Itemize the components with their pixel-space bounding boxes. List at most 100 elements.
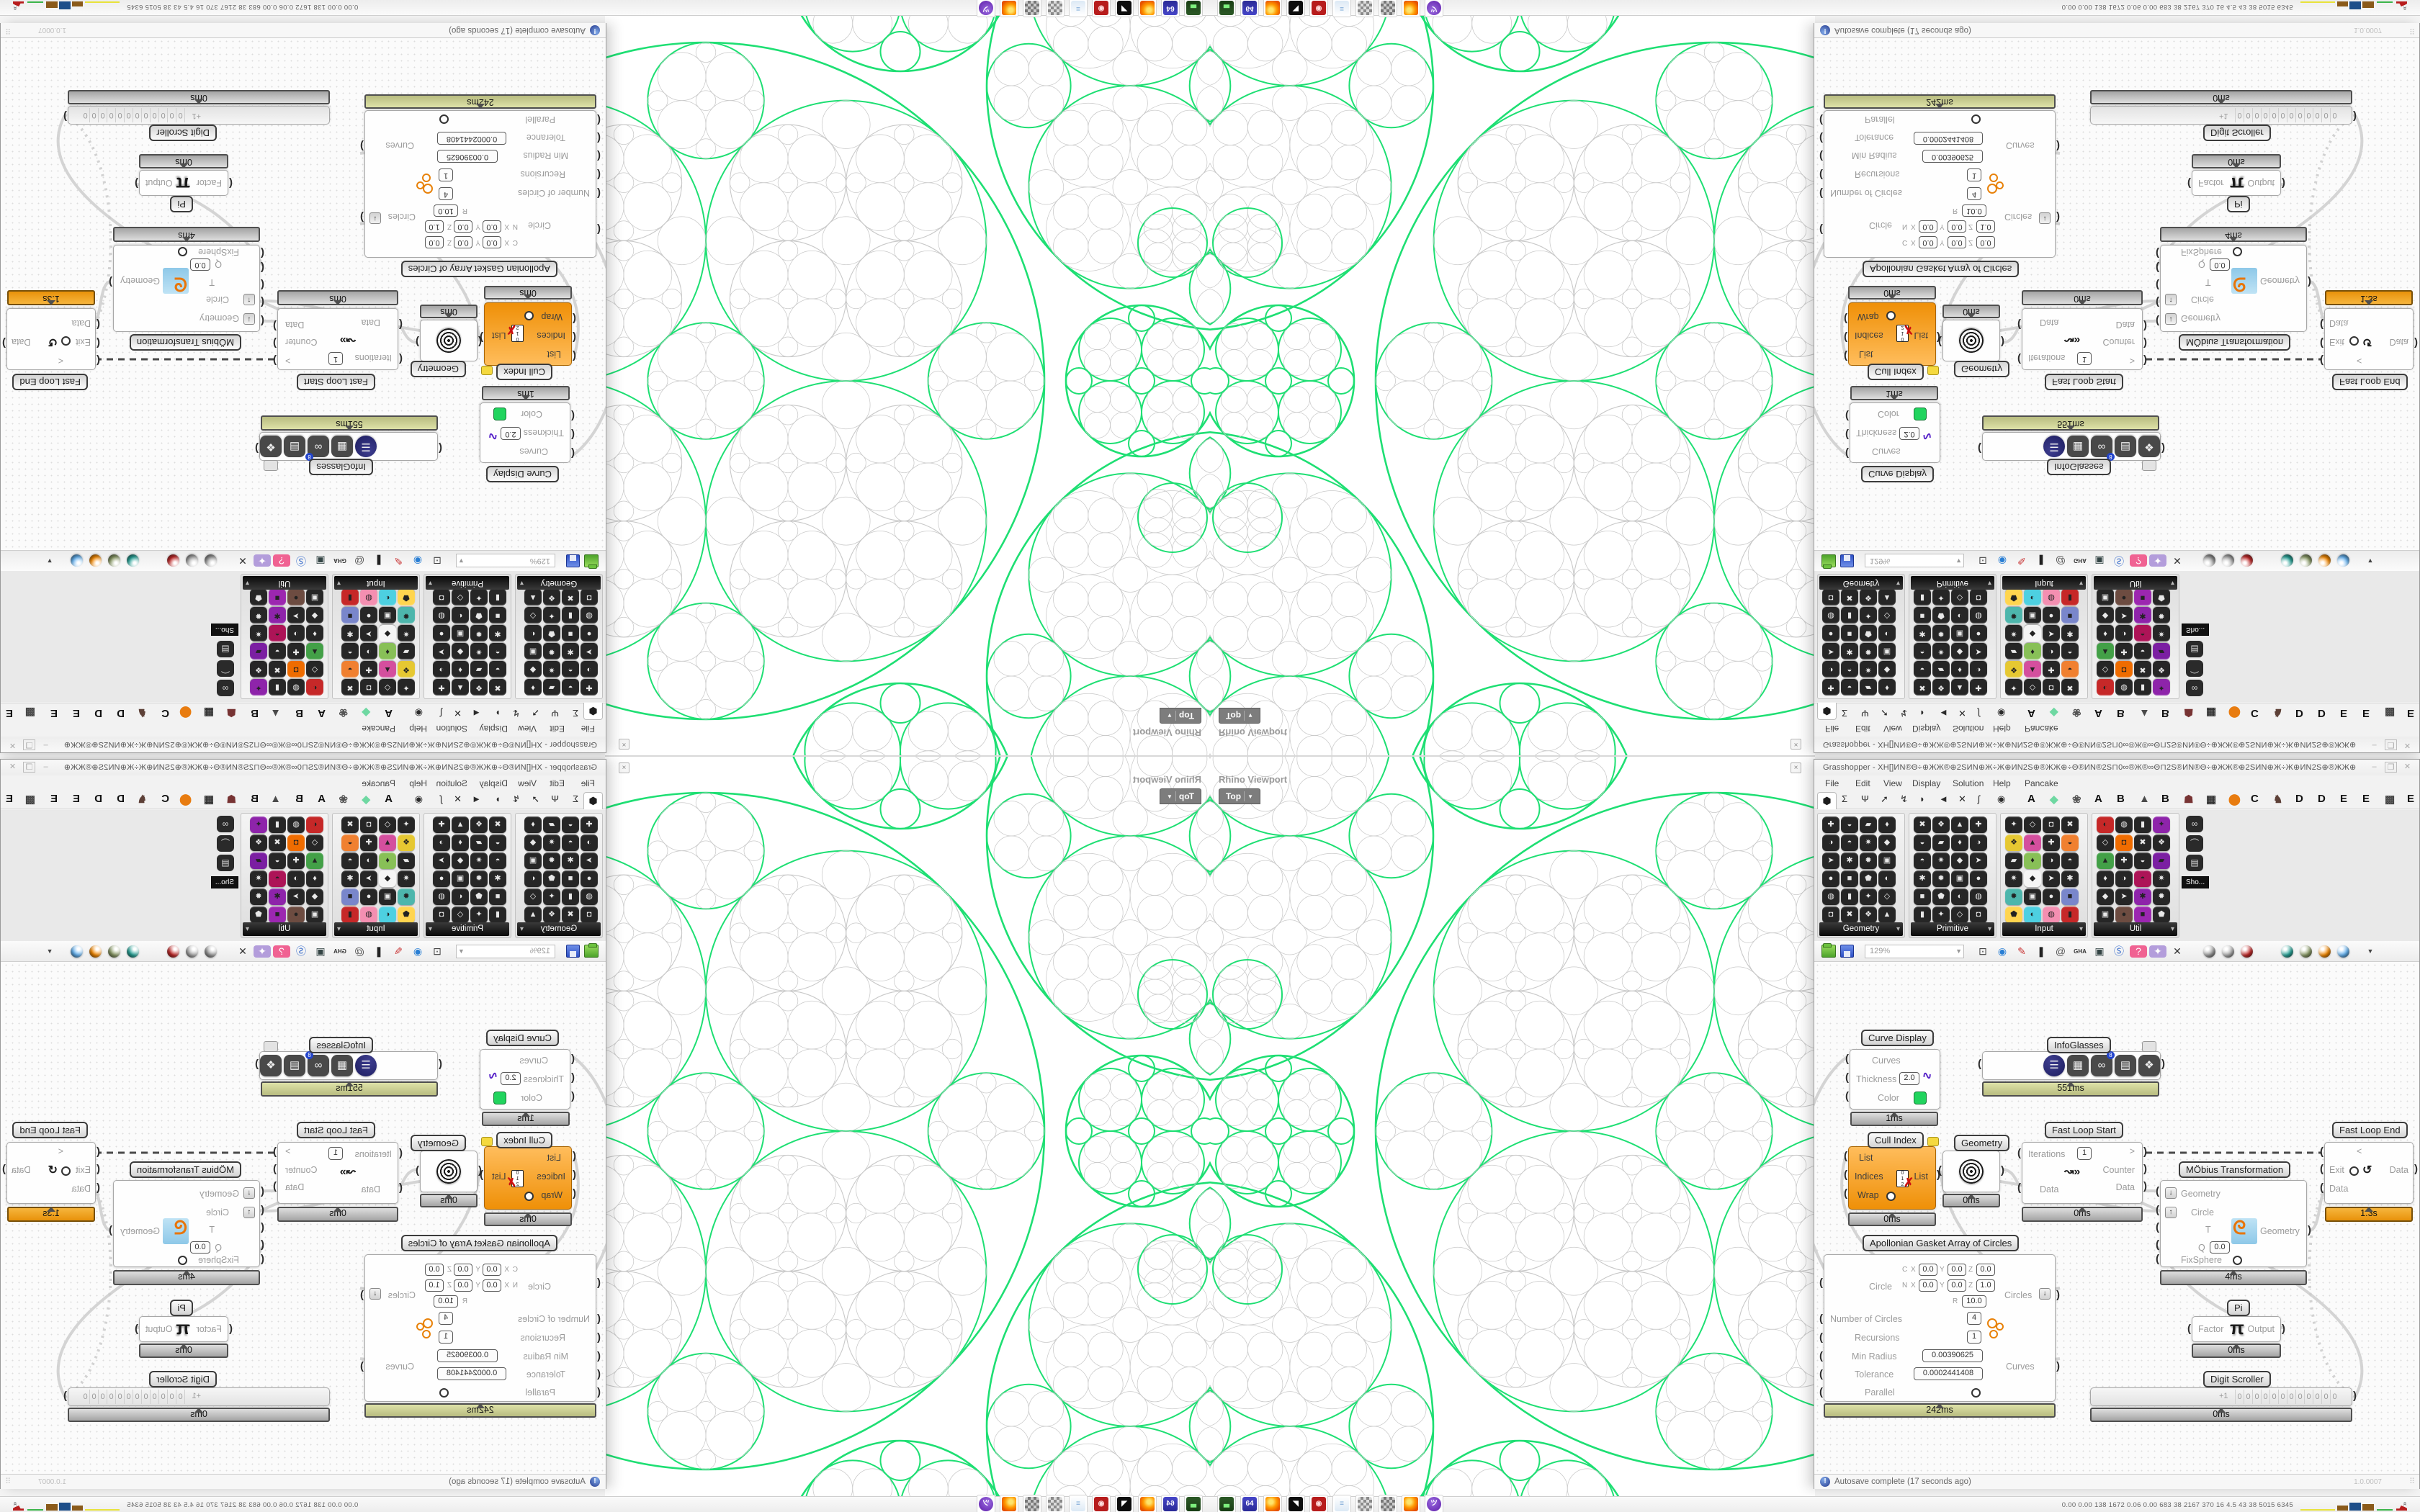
tab-icon-4[interactable]: ↯ — [1900, 793, 1908, 804]
taskbar-app-system-monitor[interactable]: ▃ — [1217, 0, 1236, 17]
c-z-value[interactable]: 0.0 — [425, 236, 444, 248]
palette-component-icon[interactable]: ✱ — [269, 607, 286, 624]
fast-loop-end-component[interactable]: ( ( ( ) < Exit ↺ Data Data — [2320, 308, 2418, 370]
rhino-viewport[interactable]: Rhino Viewport Top ▼ × — [1210, 16, 1815, 756]
palette-component-icon[interactable]: ◒ — [562, 679, 579, 696]
palette-component-icon[interactable]: ◐ — [1951, 607, 1968, 624]
screenshot-button[interactable]: ▣ — [2094, 945, 2105, 957]
palette-component-icon[interactable]: ✦ — [398, 679, 415, 696]
geometry-pill-component[interactable]: ( ) — [1938, 320, 2004, 361]
mobius-component[interactable]: ( ( ( ( ( ) ↓ Geometry ↑ Circle T ᘓ Geom… — [2156, 245, 2311, 332]
menu-item-display[interactable]: Display — [1912, 724, 1941, 734]
tab-icon-3[interactable]: ➚ — [1881, 793, 1888, 804]
menu-item-edit[interactable]: Edit — [550, 778, 565, 788]
toolbar-sphere-button-1[interactable] — [2222, 554, 2234, 567]
tolerance-value[interactable]: 0.0002441408 — [437, 132, 506, 145]
curve-display-label[interactable]: Curve Display — [1861, 466, 1934, 482]
tab-params-selected[interactable]: ⬢ — [1817, 703, 1837, 720]
palette-component-icon[interactable]: ◑ — [1970, 834, 1987, 851]
palette-component-icon[interactable]: ◑ — [433, 834, 450, 851]
palette-component-icon[interactable]: ▲ — [2024, 834, 2041, 851]
palette-component-icon[interactable]: ⬟ — [1932, 888, 1950, 905]
taskbar-app-notepad[interactable]: ≡ — [1332, 0, 1351, 17]
tab-plugin-1[interactable]: ◆ — [362, 793, 370, 806]
palette-component-icon[interactable]: ▰ — [470, 661, 488, 678]
maximize-button[interactable]: ❐ — [23, 739, 35, 750]
palette-component-icon[interactable]: ❖ — [2153, 661, 2170, 678]
preview-eye-button[interactable]: ◉ — [1997, 555, 2007, 567]
tab-plugin-16[interactable]: ▩ — [24, 793, 35, 806]
palette-component-icon[interactable]: ◇ — [379, 679, 396, 696]
menu-item-edit[interactable]: Edit — [1855, 778, 1870, 788]
tab-icon-6[interactable]: ◄ — [472, 708, 481, 719]
palette-component-icon[interactable]: ▮ — [489, 906, 506, 923]
palette-component-icon[interactable]: ● — [2043, 888, 2060, 905]
resize-grip-icon[interactable]: ⠿ — [2408, 1477, 2415, 1486]
palette-component-icon[interactable]: ◒ — [2134, 643, 2151, 660]
palette-component-icon[interactable]: ⬟ — [398, 906, 415, 923]
menu-item-file[interactable]: File — [581, 724, 595, 734]
palette-component-icon[interactable]: ❖ — [398, 834, 415, 851]
palette-component-icon[interactable]: ▰ — [2153, 643, 2170, 660]
n-y-value[interactable]: 0.0 — [1948, 220, 1966, 233]
color-swatch[interactable] — [1914, 408, 1927, 420]
palette-group-label[interactable]: Primitive ▾ — [426, 576, 509, 590]
thickness-value[interactable]: 2.0 — [501, 1072, 521, 1085]
palette-component-icon[interactable]: ✖ — [2134, 834, 2151, 851]
gha-loader-button[interactable]: GHA — [2074, 948, 2087, 955]
mobius-component[interactable]: ( ( ( ( ( ) ↓ Geometry ↑ Circle T ᘓ Geom… — [2156, 1180, 2311, 1267]
fixsphere-toggle[interactable] — [178, 1256, 187, 1265]
note-bubble-icon[interactable] — [481, 1137, 493, 1146]
palette-component-icon[interactable]: ◓ — [2134, 625, 2151, 642]
palette-component-icon[interactable]: ■ — [562, 870, 579, 887]
palette-component-icon[interactable]: ◍ — [1970, 607, 1987, 624]
note-bubble-icon[interactable] — [1927, 366, 1939, 375]
tab-icon-5[interactable]: ◗ — [1919, 793, 1925, 804]
digit-cell[interactable]: 0 — [2261, 108, 2269, 122]
taskbar-app-notepad[interactable]: ≡ — [1069, 1495, 1088, 1512]
geometry-pill-label[interactable]: Geometry — [1954, 1135, 2010, 1151]
palette-component-icon[interactable]: ◍ — [581, 607, 598, 624]
palette-component-icon[interactable]: ▮ — [269, 816, 286, 833]
tab-icon-9[interactable]: ◉ — [1997, 793, 2006, 804]
close-button[interactable]: ✕ — [2403, 741, 2411, 750]
taskbar-app-commodore-64[interactable]: 64 — [1161, 1495, 1180, 1512]
apollonian-label[interactable]: Apollonian Gasket Array of Circles — [400, 1235, 557, 1251]
puzzle-icon[interactable]: ❖ — [2138, 1055, 2160, 1076]
palette-component-icon[interactable]: ✷ — [250, 870, 267, 887]
palette-component-icon[interactable]: ◓ — [562, 834, 579, 851]
palette-component-icon[interactable]: ■ — [2061, 888, 2079, 905]
palette-component-icon[interactable]: ◇ — [2097, 834, 2114, 851]
grid-squares-icon[interactable]: ▦ — [2067, 436, 2089, 457]
palette-component-icon[interactable]: ✚ — [360, 661, 377, 678]
palette-component-icon[interactable]: ▮ — [341, 906, 359, 923]
palette-component-icon[interactable]: ✚ — [581, 816, 598, 833]
toolbar-sphere-button-4[interactable] — [108, 554, 120, 567]
tab-plugin-15[interactable]: E — [2362, 707, 2370, 719]
palette-component-icon[interactable]: ➤ — [360, 870, 377, 887]
c-x-value[interactable]: 0.0 — [1919, 236, 1937, 248]
menu-item-solution[interactable]: Solution — [436, 724, 467, 734]
palette-component-icon[interactable]: ◍ — [433, 888, 450, 905]
toolbar-sphere-button-5[interactable] — [2318, 554, 2331, 567]
palette-component-icon[interactable]: ✱ — [341, 870, 359, 887]
fast-loop-end-component[interactable]: ( ( ( ) < Exit ↺ Data Data — [2, 1142, 100, 1204]
palette-component-icon[interactable]: ✦ — [2005, 816, 2022, 833]
tab-plugin-7[interactable]: ☗ — [226, 706, 236, 719]
fast-loop-end-label[interactable]: Fast Loop End — [12, 374, 88, 390]
taskbar-app-system-monitor[interactable]: ▃ — [1184, 0, 1203, 17]
preview-eye-button[interactable]: ◉ — [1997, 945, 2007, 957]
palette-component-icon[interactable]: ▲ — [379, 661, 396, 678]
goggles-icon[interactable]: ∞ 8 — [2091, 436, 2115, 461]
tab-icon-5[interactable]: ◗ — [495, 708, 501, 719]
n-y-value[interactable]: 0.0 — [1948, 1279, 1966, 1292]
palette-component-icon[interactable]: ◆ — [1951, 643, 1968, 660]
preview-eye-button[interactable]: ◉ — [413, 555, 423, 567]
palette-component-icon[interactable]: ● — [287, 906, 305, 923]
puzzle-icon[interactable]: ❖ — [2138, 436, 2160, 457]
palette-component-icon[interactable]: ◘ — [2043, 816, 2060, 833]
geometry-pill-label[interactable]: Geometry — [410, 361, 466, 377]
palette-component-icon[interactable]: ✹ — [2005, 607, 2022, 624]
curve-display-component[interactable]: ( ( ( Curves Thickness 2.0 ∿ Color — [1845, 1049, 1940, 1110]
palette-component-icon[interactable]: ● — [2115, 906, 2133, 923]
